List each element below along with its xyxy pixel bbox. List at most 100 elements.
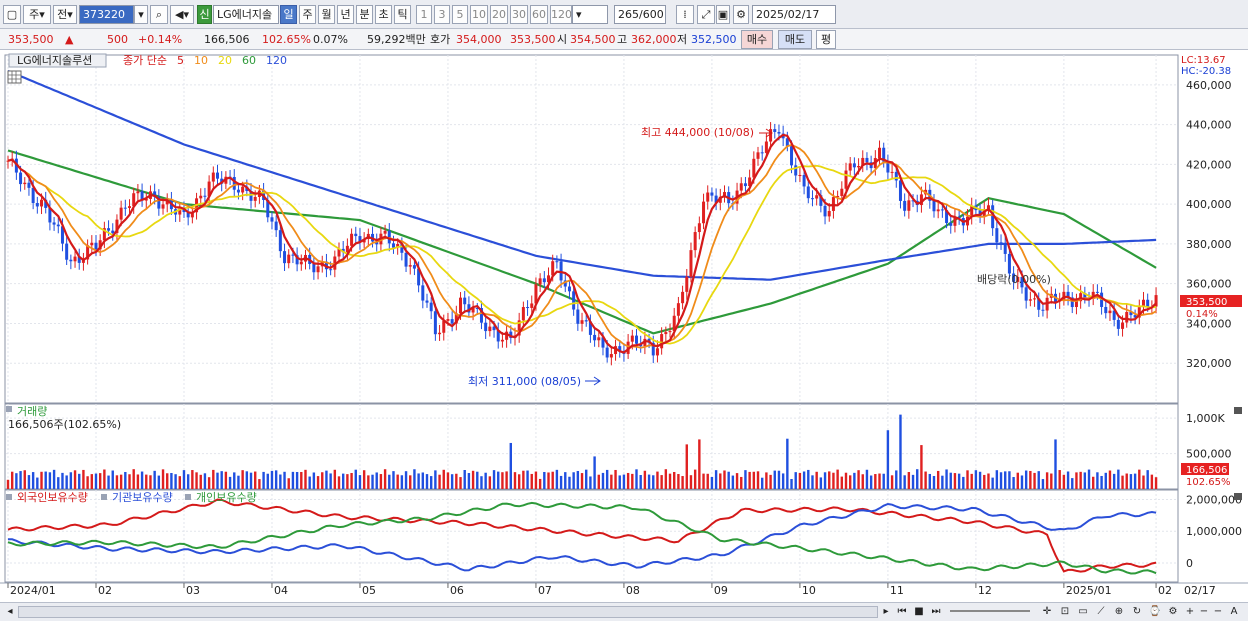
buy-button[interactable]: 매수 bbox=[741, 30, 773, 49]
volume-bar bbox=[224, 471, 228, 489]
candle-body bbox=[341, 248, 345, 253]
fibo-icon[interactable]: ⊕ bbox=[1114, 606, 1124, 617]
volume-bar bbox=[702, 473, 705, 489]
candle-body bbox=[295, 255, 299, 265]
period-tab-5[interactable]: 초 bbox=[375, 5, 392, 24]
stock-chart[interactable]: 460,000 440,000 420,000 400,000 380,000 360,0… bbox=[0, 51, 1248, 603]
crosshair-icon[interactable]: ✛ bbox=[1042, 606, 1052, 617]
candle-body bbox=[794, 165, 798, 176]
volume-bar bbox=[869, 475, 873, 489]
chart-type-icon[interactable]: ⁞ bbox=[676, 5, 694, 24]
layout-icon[interactable]: ▢ bbox=[3, 5, 21, 24]
volume-bar bbox=[471, 470, 475, 489]
stop-icon[interactable]: ■ bbox=[914, 606, 924, 617]
interval-button-120[interactable]: 120 bbox=[550, 5, 572, 24]
candle-body bbox=[484, 322, 488, 332]
candle-body bbox=[488, 326, 492, 332]
volume-tag: 166,506 102.65% bbox=[1181, 463, 1231, 488]
candle-body bbox=[769, 129, 773, 142]
candle-body bbox=[278, 230, 282, 252]
volume-bar bbox=[572, 472, 575, 489]
date-field[interactable]: 2025/02/17 bbox=[752, 5, 836, 24]
sound-icon[interactable]: ◀▾ bbox=[170, 5, 194, 24]
candle-body bbox=[739, 183, 743, 191]
holdings-lines bbox=[7, 498, 1157, 575]
candle-body bbox=[186, 212, 190, 218]
period-tab-4[interactable]: 분 bbox=[356, 5, 373, 24]
candle-body bbox=[790, 146, 794, 166]
holdings-close-icon[interactable] bbox=[1234, 493, 1242, 500]
volume-bar bbox=[1154, 477, 1158, 489]
settings-small-icon[interactable]: ⚙ bbox=[1168, 606, 1178, 617]
zoom-in-icon[interactable]: + bbox=[1185, 606, 1195, 617]
candle-body bbox=[940, 209, 944, 211]
box-icon[interactable]: ▭ bbox=[1078, 606, 1088, 617]
volume-bar bbox=[681, 476, 684, 489]
candle-body bbox=[760, 152, 764, 154]
volume-bar bbox=[82, 469, 85, 489]
period-tab-3[interactable]: 년 bbox=[337, 5, 354, 24]
interval-button-5[interactable]: 5 bbox=[452, 5, 468, 24]
candle-body bbox=[848, 163, 852, 171]
interval-button-3[interactable]: 3 bbox=[434, 5, 450, 24]
volume-bar bbox=[576, 470, 580, 489]
period-tab-1[interactable]: 주 bbox=[299, 5, 316, 24]
interval-button-10[interactable]: 10 bbox=[470, 5, 488, 24]
sell-button[interactable]: 매도 bbox=[778, 30, 812, 49]
grid-toggle-icon[interactable] bbox=[7, 70, 22, 84]
time-label: 03 bbox=[186, 584, 200, 597]
candle-body bbox=[31, 187, 35, 204]
code-dropdown-icon[interactable]: ▾ bbox=[134, 5, 148, 24]
candle-body bbox=[551, 261, 555, 276]
save-icon[interactable]: ▣ bbox=[716, 5, 730, 24]
zoom-slider[interactable] bbox=[950, 610, 1030, 612]
scroll-track[interactable] bbox=[18, 606, 878, 618]
interval-button-30[interactable]: 30 bbox=[510, 5, 528, 24]
volume-bar bbox=[413, 469, 416, 489]
bar-count-field[interactable]: 265/600 bbox=[614, 5, 666, 24]
candle-body bbox=[588, 321, 592, 335]
trendline-icon[interactable]: ⟋ bbox=[1097, 606, 1105, 617]
search-icon[interactable]: ⌕ bbox=[150, 5, 168, 24]
candle-body bbox=[132, 193, 136, 207]
volume-bar bbox=[668, 473, 672, 489]
prev-select[interactable]: 전▾ bbox=[53, 5, 77, 24]
volume-bar bbox=[166, 473, 169, 489]
period-tab-6[interactable]: 틱 bbox=[394, 5, 411, 24]
interval-button-60[interactable]: 60 bbox=[530, 5, 548, 24]
rewind-icon[interactable]: ⏮ bbox=[897, 606, 907, 617]
candle-body bbox=[861, 157, 865, 166]
settings-gear-icon[interactable]: ⚙ bbox=[733, 5, 749, 24]
candle-body bbox=[1028, 299, 1032, 301]
candle-body bbox=[748, 177, 752, 187]
mode-select[interactable]: 주▾ bbox=[23, 5, 51, 24]
refresh-icon[interactable]: ↻ bbox=[1132, 606, 1142, 617]
interval-button-20[interactable]: 20 bbox=[490, 5, 508, 24]
forward-icon[interactable]: ⏭ bbox=[931, 606, 941, 617]
history-icon[interactable]: ⌚ bbox=[1148, 606, 1162, 617]
draw-tool-icon[interactable]: ⤢ bbox=[697, 5, 715, 24]
font-size-icon[interactable]: A bbox=[1230, 606, 1238, 617]
scroll-left-icon[interactable]: ◂ bbox=[7, 606, 13, 617]
period-tab-2[interactable]: 월 bbox=[318, 5, 335, 24]
reset-zoom-icon[interactable]: − bbox=[1213, 606, 1223, 617]
measure-icon[interactable]: ⊡ bbox=[1060, 606, 1070, 617]
volume-bar bbox=[823, 472, 827, 489]
candle-body bbox=[274, 221, 278, 231]
volume-bar bbox=[1108, 470, 1112, 489]
volume-bar bbox=[731, 475, 735, 489]
interval-button-1[interactable]: 1 bbox=[416, 5, 432, 24]
volume-bar bbox=[279, 474, 282, 489]
interval-dropdown[interactable]: ▾ bbox=[572, 5, 608, 24]
scroll-right-icon[interactable]: ▸ bbox=[883, 606, 889, 617]
period-tab-0[interactable]: 일 bbox=[280, 5, 297, 24]
evaluate-button[interactable]: 평 bbox=[816, 30, 836, 49]
holdings-legend: 외국인보유수량 기관보유수량 개인보유수량 bbox=[6, 491, 257, 504]
stock-code-input[interactable]: 373220 bbox=[79, 5, 134, 24]
volume-bar bbox=[199, 474, 202, 489]
zoom-out-icon[interactable]: − bbox=[1199, 606, 1209, 617]
candle-body bbox=[358, 236, 362, 243]
volume-close-icon[interactable] bbox=[1234, 407, 1242, 414]
volume-bar bbox=[446, 472, 450, 489]
high-annotation-text: 최고 444,000 (10/08) bbox=[641, 126, 754, 139]
